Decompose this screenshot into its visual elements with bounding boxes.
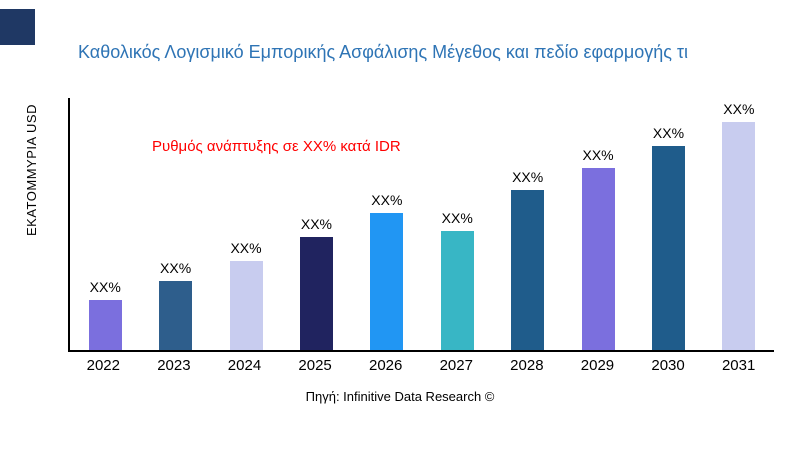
bar: [229, 260, 263, 350]
bar-group: XX%: [281, 98, 351, 350]
bar-value-label: XX%: [371, 192, 403, 209]
bar-group: XX%: [633, 98, 703, 350]
bar-value-label: XX%: [89, 279, 121, 296]
bar-value-label: XX%: [230, 239, 262, 256]
chart-title: Καθολικός Λογισμικό Εμπορικής Ασφάλισης …: [78, 42, 689, 62]
bar-chart: Ρυθμός ανάπτυξης σε XX% κατά IDR XX% XX% X…: [68, 98, 774, 352]
bars-container: XX% XX% XX% XX% XX% XX% XX% XX% XX% XX%: [70, 98, 774, 350]
x-axis-tick-label: 2027: [439, 357, 473, 374]
x-axis-tick-label: 2029: [580, 357, 615, 374]
bar-value-label: XX%: [300, 215, 332, 232]
growth-annotation: Ρυθμός ανάπτυξης σε XX% κατά IDR: [152, 138, 401, 155]
bar-value-label: XX%: [582, 147, 614, 164]
x-axis-tick-label: 2024: [227, 357, 262, 374]
bar: [511, 190, 545, 350]
bar-group: XX%: [70, 98, 140, 350]
bar-group: XX%: [563, 98, 633, 350]
x-axis-tick-label: 2026: [368, 357, 403, 374]
bar-value-label: XX%: [723, 100, 755, 117]
x-axis-tick-label: 2025: [298, 357, 332, 374]
bar-group: XX%: [352, 98, 422, 350]
y-axis-label: ΕΚΑΤΟΜΜΥΡΙΑ USD: [24, 104, 39, 236]
bar-value-label: XX%: [652, 124, 685, 141]
bar-value-label: XX%: [441, 209, 473, 226]
x-axis-tick-label: 2028: [510, 357, 544, 374]
bar: [722, 121, 756, 350]
x-axis-tick-label: 2023: [157, 357, 191, 374]
bar: [299, 236, 333, 350]
bar: [159, 280, 193, 350]
x-axis: 2022 2023 2024 2025 2026 2027 2028 2029 2030 2031: [68, 357, 774, 374]
bar-value-label: XX%: [160, 259, 192, 276]
source-attribution: Πηγή: Infinitive Data Research ©: [305, 389, 495, 404]
bar: [370, 213, 404, 350]
bar-value-label: XX%: [512, 169, 544, 186]
bar-group: XX%: [422, 98, 492, 350]
bar: [88, 300, 122, 350]
bar-group: XX%: [492, 98, 562, 350]
bar-group: XX%: [140, 98, 210, 350]
bar-group: XX%: [704, 98, 774, 350]
bar-group: XX%: [211, 98, 281, 350]
bar: [651, 145, 685, 350]
x-axis-tick-label: 2030: [651, 357, 685, 374]
logo-mark: [0, 9, 35, 45]
bar: [581, 168, 615, 350]
bar: [440, 230, 474, 350]
x-axis-tick-label: 2022: [86, 357, 120, 374]
x-axis-tick-label: 2031: [721, 357, 756, 374]
